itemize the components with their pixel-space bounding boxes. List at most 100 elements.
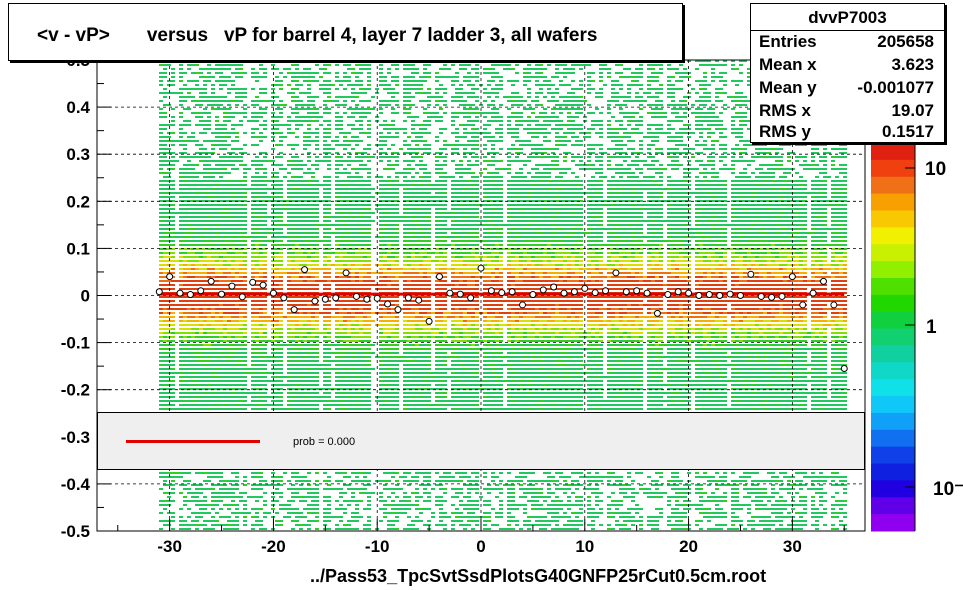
heatmap-cell — [207, 68, 211, 70]
heatmap-cell — [263, 100, 267, 102]
heatmap-cell — [311, 492, 315, 494]
heatmap-cell — [211, 220, 215, 222]
heatmap-cell — [195, 236, 199, 238]
heatmap-cell — [335, 172, 339, 174]
heatmap-cell — [295, 64, 299, 66]
heatmap-cell — [347, 276, 351, 278]
heatmap-cell — [203, 112, 207, 114]
heatmap-cell — [179, 112, 183, 114]
heatmap-cell — [159, 244, 163, 246]
heatmap-cell — [163, 188, 167, 190]
heatmap-cell — [359, 72, 363, 74]
heatmap-cell — [267, 396, 271, 398]
heatmap-cell — [223, 192, 227, 194]
heatmap-cell — [359, 480, 363, 482]
heatmap-cell — [163, 492, 167, 494]
heatmap-cell — [255, 196, 259, 198]
heatmap-cell — [199, 524, 203, 526]
heatmap-cell — [323, 332, 327, 334]
heatmap-cell — [287, 188, 291, 190]
heatmap-cell — [275, 172, 279, 174]
heatmap-cell — [243, 108, 247, 110]
heatmap-cell — [167, 304, 171, 306]
heatmap-cell — [159, 268, 163, 270]
heatmap-cell — [335, 216, 339, 218]
heatmap-cell — [339, 156, 343, 158]
heatmap-cell — [295, 116, 299, 118]
heatmap-cell — [171, 108, 175, 110]
heatmap-cell — [263, 408, 267, 410]
heatmap-cell — [263, 88, 267, 90]
heatmap-cell — [235, 220, 239, 222]
heatmap-cell — [247, 404, 251, 406]
heatmap-cell — [343, 368, 347, 370]
heatmap-cell — [303, 204, 307, 206]
heatmap-cell — [291, 64, 295, 66]
heatmap-cell — [263, 340, 267, 342]
heatmap-cell — [339, 212, 343, 214]
heatmap-cell — [355, 372, 359, 374]
heatmap-cell — [211, 296, 215, 298]
heatmap-cell — [363, 100, 367, 102]
heatmap-cell — [259, 380, 263, 382]
heatmap-cell — [347, 192, 351, 194]
heatmap-cell — [383, 184, 387, 186]
heatmap-cell — [183, 528, 187, 530]
heatmap-cell — [255, 268, 259, 270]
heatmap-cell — [179, 256, 183, 258]
heatmap-cell — [163, 252, 167, 254]
heatmap-cell — [367, 80, 371, 82]
heatmap-cell — [235, 276, 239, 278]
heatmap-cell — [207, 228, 211, 230]
heatmap-cell — [195, 84, 199, 86]
heatmap-cell — [343, 112, 347, 114]
heatmap-cell — [323, 152, 327, 154]
heatmap-cell — [347, 396, 351, 398]
heatmap-cell — [243, 280, 247, 282]
heatmap-cell — [263, 316, 267, 318]
heatmap-cell — [211, 328, 215, 330]
heatmap-cell — [227, 516, 231, 518]
heatmap-cell — [363, 396, 367, 398]
heatmap-cell — [219, 524, 223, 526]
heatmap-cell — [231, 240, 235, 242]
heatmap-cell — [351, 276, 355, 278]
heatmap-cell — [227, 220, 231, 222]
heatmap-cell — [259, 192, 263, 194]
heatmap-cell — [219, 164, 223, 166]
heatmap-cell — [303, 92, 307, 94]
heatmap-cell — [283, 516, 287, 518]
heatmap-cell — [235, 188, 239, 190]
heatmap-cell — [231, 404, 235, 406]
heatmap-cell — [327, 196, 331, 198]
heatmap-cell — [159, 388, 163, 390]
heatmap-cell — [323, 132, 327, 134]
heatmap-cell — [279, 108, 283, 110]
heatmap-cell — [243, 224, 247, 226]
heatmap-cell — [303, 316, 307, 318]
heatmap-cell — [231, 124, 235, 126]
heatmap-cell — [211, 192, 215, 194]
heatmap-cell — [183, 380, 187, 382]
heatmap-cell — [263, 236, 267, 238]
heatmap-cell — [311, 272, 315, 274]
heatmap-cell — [355, 160, 359, 162]
heatmap-cell — [315, 380, 319, 382]
heatmap-cell — [219, 108, 223, 110]
heatmap-cell — [355, 152, 359, 154]
heatmap-cell — [311, 332, 315, 334]
heatmap-cell — [235, 260, 239, 262]
heatmap-cell — [187, 308, 191, 310]
heatmap-cell — [351, 360, 355, 362]
heatmap-cell — [183, 388, 187, 390]
heatmap-cell — [343, 140, 347, 142]
heatmap-cell — [239, 344, 243, 346]
heatmap-cell — [211, 96, 215, 98]
heatmap-cell — [303, 196, 307, 198]
heatmap-cell — [199, 344, 203, 346]
heatmap-cell — [219, 316, 223, 318]
heatmap-cell — [223, 216, 227, 218]
heatmap-cell — [263, 72, 267, 74]
heatmap-cell — [359, 288, 363, 290]
heatmap-cell — [187, 184, 191, 186]
